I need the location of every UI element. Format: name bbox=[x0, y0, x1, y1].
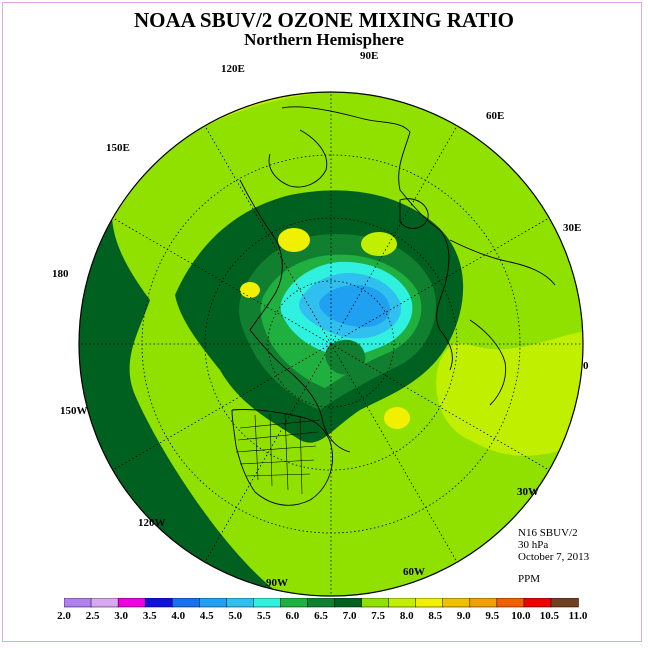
legend-tick-label: 9.0 bbox=[456, 610, 471, 622]
lon-label-150w: 150W bbox=[60, 405, 88, 417]
legend-swatch bbox=[171, 598, 201, 608]
lon-label-60e: 60E bbox=[486, 110, 505, 122]
legend-tick-label: 7.5 bbox=[371, 610, 385, 622]
lon-label-120w: 120W bbox=[138, 517, 166, 529]
legend-tick-label: 11.0 bbox=[568, 610, 588, 622]
level-label: 30 hPa bbox=[518, 539, 549, 551]
legend-swatch bbox=[442, 598, 471, 608]
legend-tick-label: 4.5 bbox=[199, 610, 214, 622]
legend-tick-label: 3.0 bbox=[114, 610, 128, 622]
legend-swatch bbox=[550, 598, 579, 608]
state-borders bbox=[235, 413, 321, 495]
lon-label-90e: 90E bbox=[360, 50, 379, 62]
legend-tick-label: 10.0 bbox=[511, 610, 531, 622]
legend-swatch bbox=[90, 598, 119, 608]
legend-swatch bbox=[334, 598, 363, 608]
legend-swatch bbox=[117, 598, 146, 608]
ozone-blob-6-5 bbox=[325, 339, 366, 375]
ozone-max-8-5-b bbox=[384, 407, 410, 429]
date-label: October 7, 2013 bbox=[518, 551, 590, 563]
ozone-max-8-5-c bbox=[240, 282, 260, 298]
legend-tick-label: 2.0 bbox=[57, 610, 71, 622]
legend-tick-label: 5.0 bbox=[228, 610, 243, 622]
lon-label-120e: 120E bbox=[221, 63, 245, 75]
map-boundary bbox=[78, 91, 584, 597]
legend-swatch bbox=[361, 598, 390, 608]
legend-swatch bbox=[415, 598, 444, 608]
legend-swatch bbox=[226, 598, 255, 608]
lon-label-30e: 30E bbox=[563, 222, 582, 234]
lon-label-0: 0 bbox=[583, 360, 589, 372]
legend-tick-label: 5.5 bbox=[257, 610, 271, 622]
legend-tick-label: 8.0 bbox=[399, 610, 414, 622]
instrument-label: N16 SBUV/2 bbox=[518, 527, 578, 539]
units-label: PPM bbox=[518, 573, 541, 585]
page-subtitle: Northern Hemisphere bbox=[244, 30, 404, 49]
info-block: N16 SBUV/2 30 hPa October 7, 2013 PPM bbox=[518, 527, 589, 585]
legend-tick-label: 10.5 bbox=[539, 610, 560, 622]
legend-swatch bbox=[469, 598, 498, 608]
lon-label-150e: 150E bbox=[106, 142, 130, 154]
legend-swatch bbox=[307, 598, 336, 608]
lon-label-90w: 90W bbox=[266, 577, 288, 589]
legend-tick-label: 6.0 bbox=[285, 610, 300, 622]
legend-tick-label: 6.5 bbox=[314, 610, 328, 622]
legend-tick-label: 7.0 bbox=[342, 610, 357, 622]
legend-colorbar bbox=[64, 598, 579, 608]
page-title: NOAA SBUV/2 OZONE MIXING RATIO bbox=[134, 8, 514, 32]
ozone-max-8-5-a bbox=[278, 228, 310, 252]
lon-label-60w: 60W bbox=[403, 566, 425, 578]
legend-swatch bbox=[280, 598, 309, 608]
legend-swatch bbox=[253, 598, 282, 608]
legend-tick-label: 3.5 bbox=[142, 610, 157, 622]
lon-label-180: 180 bbox=[52, 268, 69, 280]
legend-swatch bbox=[496, 598, 525, 608]
legend-swatch bbox=[523, 598, 552, 608]
ozone-band-7-0-outer bbox=[79, 96, 290, 596]
coastlines bbox=[231, 106, 556, 506]
legend-tick-label: 4.0 bbox=[171, 610, 186, 622]
legend-tick-label: 9.5 bbox=[485, 610, 500, 622]
legend-tick-label: 2.5 bbox=[85, 610, 100, 622]
legend-swatch bbox=[199, 598, 228, 608]
ozone-blob-8-0-north bbox=[361, 232, 397, 256]
ozone-band-4-5 bbox=[319, 284, 390, 328]
legend-swatch bbox=[144, 598, 173, 608]
legend-tick-label: 8.5 bbox=[428, 610, 443, 622]
legend-swatch bbox=[388, 598, 417, 608]
image-frame bbox=[2, 2, 642, 642]
lon-label-30w: 30W bbox=[517, 486, 539, 498]
legend-swatch bbox=[64, 598, 92, 608]
